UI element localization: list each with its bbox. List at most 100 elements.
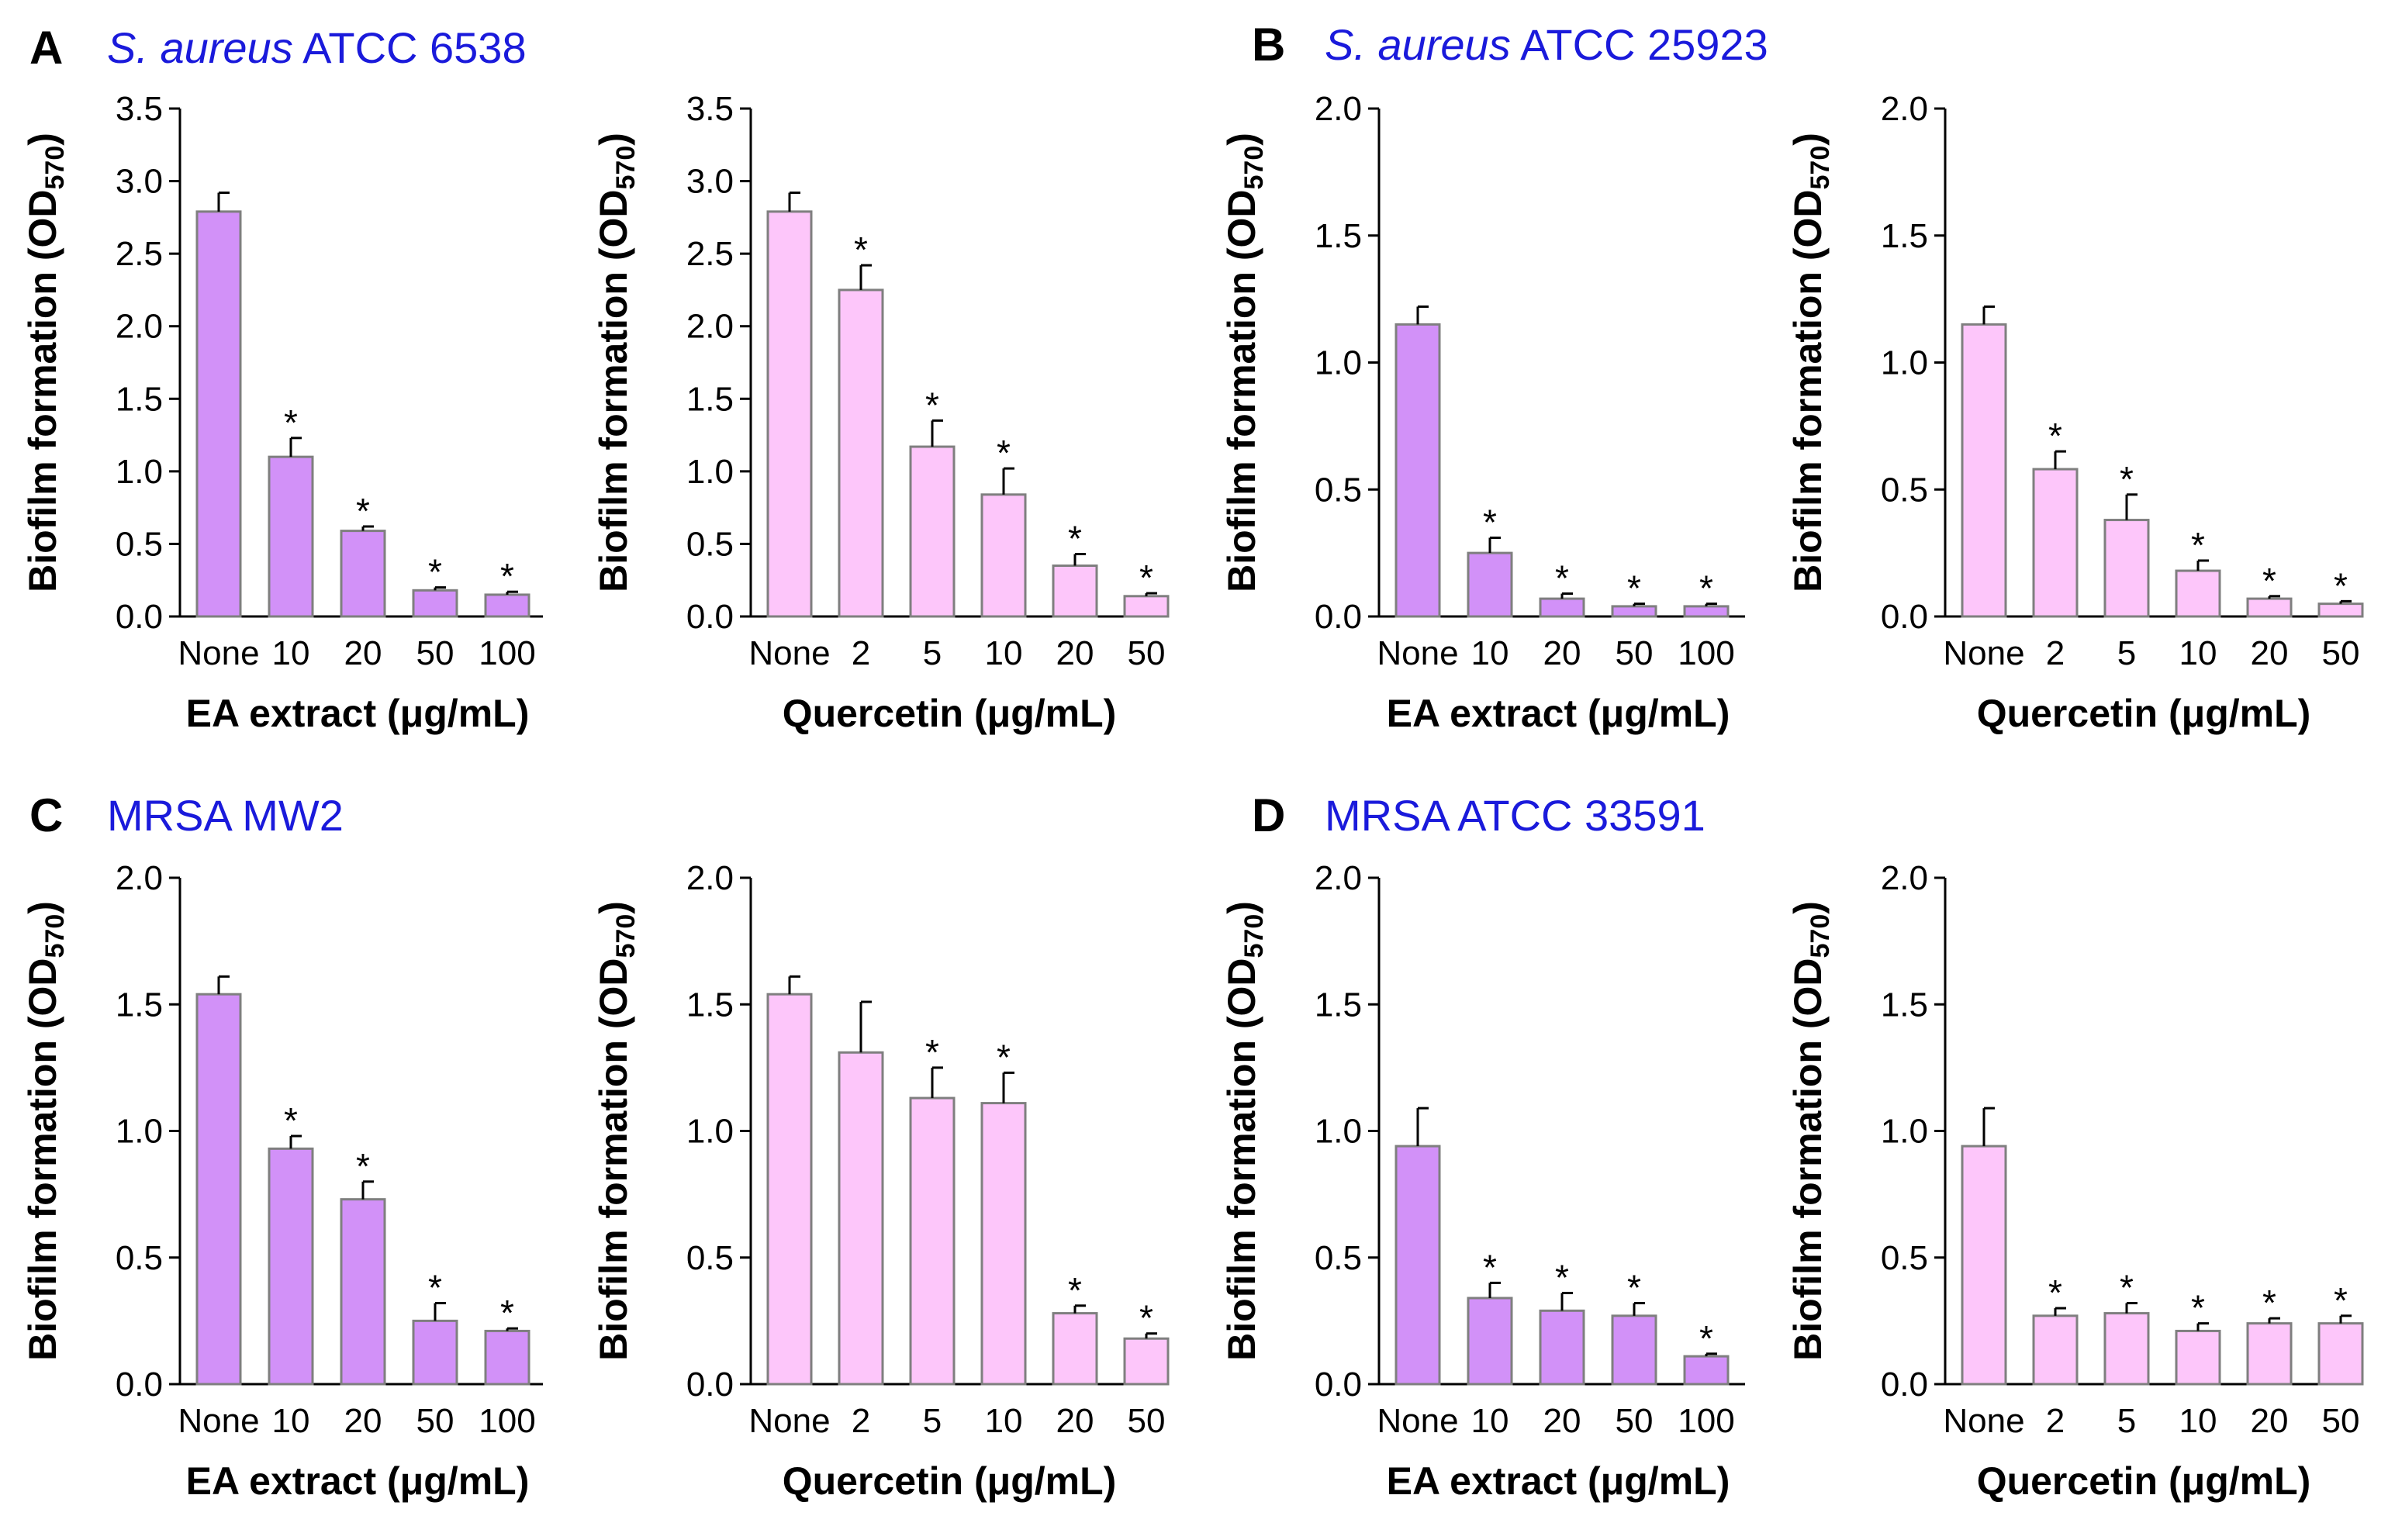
- x-tick-label: 100: [1678, 1402, 1734, 1440]
- y-tick-label: 0.5: [1881, 1239, 1928, 1277]
- x-tick-label: 100: [479, 634, 535, 672]
- x-tick-label: 10: [1471, 634, 1509, 672]
- x-tick-label: 5: [923, 634, 942, 672]
- y-tick-label: 2.5: [116, 235, 163, 273]
- panel-title-a-species: S. aureus: [107, 23, 293, 72]
- significance-star: *: [284, 402, 298, 443]
- y-axis-title-close: ): [1220, 901, 1263, 914]
- y-tick-label: 1.0: [1315, 1113, 1362, 1151]
- y-tick-label: 0.5: [1315, 471, 1362, 509]
- x-tick-label: 20: [1056, 1402, 1094, 1440]
- bar: [1539, 597, 1585, 618]
- panel-letter-b: B: [1252, 19, 1286, 71]
- bar: [2103, 519, 2150, 618]
- significance-star: *: [1627, 1268, 1641, 1308]
- bar: [1052, 1312, 1098, 1386]
- x-tick-label: None: [178, 1402, 259, 1440]
- bar: [766, 210, 813, 618]
- bar: [1961, 323, 2007, 618]
- x-axis-title: Quercetin (μg/mL): [1977, 1459, 2311, 1503]
- significance-star: *: [2120, 459, 2134, 499]
- bar: [1052, 565, 1098, 618]
- y-tick-label: 0.0: [686, 1366, 734, 1404]
- y-tick-label: 1.5: [1315, 986, 1362, 1024]
- significance-star: *: [2334, 565, 2348, 606]
- y-tick-label: 3.0: [116, 163, 163, 201]
- x-tick-label: 20: [344, 1402, 382, 1440]
- y-axis-title-subscript: 570: [1239, 146, 1269, 190]
- bar: [340, 530, 386, 618]
- chart-c-quercetin: 0.0 0.5 1.0 1.5 2.0 Biofilm formation (OD570)…: [592, 859, 1170, 1503]
- significance-star: *: [997, 433, 1011, 473]
- significance-star: *: [1627, 568, 1641, 609]
- bar: [838, 1051, 884, 1386]
- bar: [980, 1102, 1027, 1386]
- significance-star: *: [925, 1032, 939, 1072]
- bar: [1394, 323, 1441, 618]
- bar: [838, 288, 884, 618]
- y-tick-label: 0.5: [1881, 471, 1928, 509]
- x-tick-label: 10: [2179, 634, 2217, 672]
- significance-star: *: [356, 1146, 370, 1186]
- y-axis-title-close: ): [1786, 133, 1830, 146]
- bar: [484, 1329, 530, 1386]
- y-axis-title-close: ): [592, 133, 635, 146]
- x-tick-label: 20: [1543, 1402, 1581, 1440]
- significance-star: *: [428, 552, 442, 592]
- significance-star: *: [2048, 1272, 2062, 1313]
- x-tick-label: 2: [2046, 1402, 2065, 1440]
- y-axis-title-close: ): [1786, 901, 1830, 914]
- y-axis-title-close: ): [1220, 133, 1263, 146]
- y-axis-title-main: Biofilm formation (OD: [1220, 958, 1263, 1360]
- y-tick-label: 0.5: [116, 1239, 163, 1277]
- y-tick-label: 1.5: [1881, 986, 1928, 1024]
- significance-star: *: [2120, 1268, 2134, 1308]
- x-tick-label: 10: [272, 634, 310, 672]
- x-tick-label: 50: [1128, 1402, 1166, 1440]
- y-tick-label: 3.5: [686, 90, 734, 128]
- y-tick-label: 0.5: [1315, 1239, 1362, 1277]
- x-tick-label: 10: [985, 1402, 1023, 1440]
- x-axis-title: Quercetin (μg/mL): [783, 1459, 1117, 1503]
- panel-title-b-species: S. aureus: [1325, 20, 1511, 69]
- y-axis-title-subscript: 570: [611, 914, 641, 958]
- x-tick-label: None: [1943, 634, 2024, 672]
- x-tick-label: 10: [272, 1402, 310, 1440]
- bar: [2103, 1312, 2150, 1386]
- chart-d-ea-extract: 0.0 0.5 1.0 1.5 2.0 Biofilm formation (OD570)…: [1220, 859, 1745, 1503]
- x-tick-label: 10: [2179, 1402, 2217, 1440]
- bar: [909, 1096, 956, 1386]
- bar: [766, 993, 813, 1386]
- y-tick-label: 1.5: [116, 380, 163, 418]
- x-tick-label: 5: [923, 1402, 942, 1440]
- bar: [2175, 1329, 2221, 1386]
- significance-star: *: [2191, 525, 2205, 565]
- x-tick-label: 2: [852, 634, 870, 672]
- chart-a-quercetin: 0.0 0.5 1.0 1.5 2.0 2.5 3.0 3.5 Biofilm formatio…: [592, 90, 1170, 735]
- x-axis-title: Quercetin (μg/mL): [783, 692, 1117, 735]
- significance-star: *: [1068, 519, 1082, 559]
- y-tick-label: 1.5: [116, 986, 163, 1024]
- bar: [2032, 468, 2079, 618]
- x-tick-label: None: [748, 1402, 830, 1440]
- bar: [2032, 1314, 2079, 1386]
- y-tick-label: 2.0: [1315, 90, 1362, 128]
- bar: [340, 1198, 386, 1386]
- x-axis-title: EA extract (μg/mL): [1387, 692, 1730, 735]
- panel-letter-d: D: [1252, 789, 1286, 841]
- significance-star: *: [1068, 1270, 1082, 1310]
- y-tick-label: 1.5: [686, 380, 734, 418]
- y-tick-label: 1.0: [116, 1113, 163, 1151]
- y-axis-title-main: Biofilm formation (OD: [21, 958, 64, 1360]
- y-axis-title-main: Biofilm formation (OD: [1786, 189, 1830, 592]
- y-axis-title: Biofilm formation (OD570): [21, 901, 70, 1361]
- panel-letter-a: A: [29, 22, 64, 74]
- chart-d-quercetin: 0.0 0.5 1.0 1.5 2.0 Biofilm formation (OD570)…: [1786, 859, 2364, 1503]
- x-axis-title: EA extract (μg/mL): [186, 692, 530, 735]
- bar: [1467, 1297, 1513, 1386]
- significance-star: *: [1483, 502, 1497, 542]
- y-axis-title-subscript: 570: [1806, 914, 1835, 958]
- bar: [412, 589, 458, 618]
- significance-star: *: [428, 1268, 442, 1308]
- y-tick-label: 0.0: [1315, 598, 1362, 636]
